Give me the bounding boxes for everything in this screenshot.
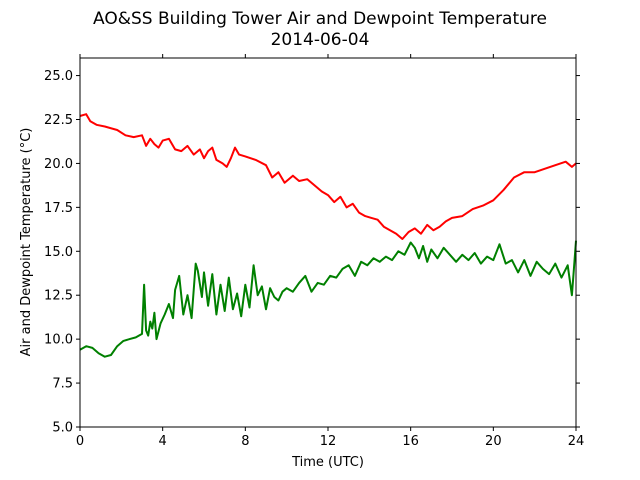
series-line-2: [79, 240, 577, 358]
y-tick-label: 22.5: [44, 113, 73, 128]
plot-frame: [79, 57, 577, 428]
y-tick-label: 12.5: [44, 289, 73, 304]
x-tick-label: 20: [485, 434, 502, 449]
x-tick-label: 12: [320, 434, 337, 449]
chart-subtitle: 2014-06-04: [271, 30, 370, 50]
y-tick-label: 20.0: [44, 157, 73, 172]
y-tick-label: 15.0: [44, 245, 73, 260]
y-tick-label: 10.0: [44, 333, 73, 348]
y-tick-label: 17.5: [44, 201, 73, 216]
y-tick-label: 5.0: [52, 421, 73, 436]
chart-title: AO&SS Building Tower Air and Dewpoint Te…: [93, 9, 547, 29]
tick-layer: 0 4 8 12 16 20 24 5.0 7.5 10.0 12.5 15.0 17.5 20.0 22.…: [44, 54, 584, 449]
x-tick-label: 24: [568, 434, 585, 449]
x-axis-label: Time (UTC): [291, 455, 364, 470]
x-tick-label: 4: [159, 434, 167, 449]
y-tick-label: 25.0: [44, 69, 73, 84]
series-line-1: [79, 113, 577, 240]
x-tick-label: 8: [241, 434, 249, 449]
y-axis-label: Air and Dewpoint Temperature (°C): [19, 128, 34, 357]
series-layer: [79, 113, 577, 358]
y-tick-label: 7.5: [52, 377, 73, 392]
x-tick-label: 0: [76, 434, 84, 449]
x-tick-label: 16: [402, 434, 419, 449]
